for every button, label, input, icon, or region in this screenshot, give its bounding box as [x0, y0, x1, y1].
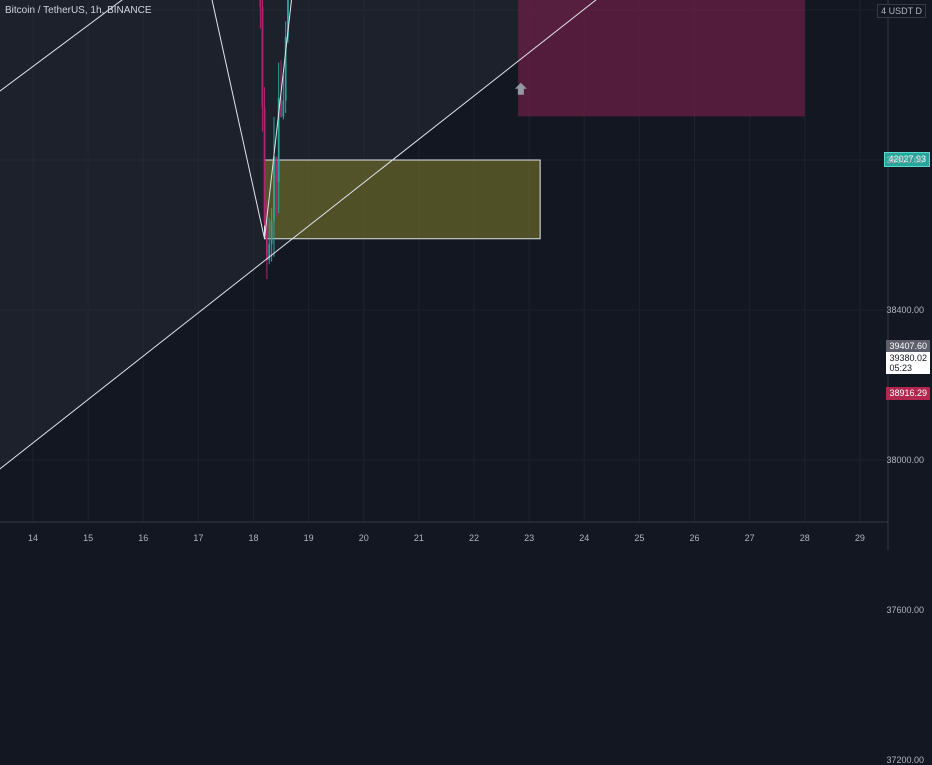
stop-price-tag: 38916.29	[886, 387, 930, 400]
x-tick-label: 27	[744, 533, 755, 543]
target-price-tag: 42027.93	[884, 152, 930, 167]
x-tick-label: 20	[358, 533, 369, 543]
x-tick-label: 17	[193, 533, 204, 543]
x-tick-label: 23	[524, 533, 535, 543]
demand-zone-box	[264, 159, 541, 240]
y-tick-label: 37600.00	[886, 605, 924, 615]
candle-body	[263, 107, 266, 222]
channel-line-5	[0, 0, 597, 470]
x-tick-label: 18	[248, 533, 259, 543]
x-tick-label: 14	[27, 533, 39, 543]
last-price-tag: 39407.60	[886, 340, 930, 353]
candle-body	[287, 0, 289, 37]
candle-body	[273, 156, 275, 221]
candle-body	[280, 97, 282, 117]
candle-body	[265, 221, 268, 261]
x-tick-label: 15	[83, 533, 94, 543]
symbol-header[interactable]: Bitcoin / TetherUS, 1h, BINANCE	[5, 5, 152, 16]
currency-label[interactable]: 4 USDT D	[877, 4, 926, 18]
x-tick-label: 25	[634, 533, 645, 543]
candle-body	[270, 220, 273, 244]
y-tick-label: 38000.00	[886, 455, 924, 465]
current-price-tag: 39380.02 05:23	[886, 352, 930, 374]
current-price-value: 39380.02	[889, 353, 927, 363]
y-tick-label: 38400.00	[886, 305, 924, 315]
x-tick-label: 26	[689, 533, 700, 543]
countdown-value: 05:23	[889, 363, 912, 373]
x-tick-label: 21	[413, 533, 424, 543]
candle-body	[261, 7, 264, 108]
up-arrow-icon	[514, 82, 527, 95]
trend-line-1	[211, 0, 266, 239]
x-tick-label: 16	[138, 533, 149, 543]
candle-body	[268, 243, 271, 261]
candle-body	[277, 97, 280, 183]
candle-body	[282, 100, 285, 117]
candle-body	[259, 0, 262, 8]
y-tick-label: 38800.00	[886, 155, 924, 165]
x-tick-label: 28	[799, 533, 810, 543]
candle-body	[284, 36, 287, 101]
x-tick-label: 29	[854, 533, 865, 543]
x-tick-label: 24	[579, 533, 590, 543]
price-chart[interactable]	[0, 0, 932, 550]
stop-zone	[518, 0, 805, 117]
candle-body	[275, 156, 278, 183]
x-tick-label: 19	[303, 533, 314, 543]
y-tick-label: 37200.00	[886, 755, 924, 765]
x-tick-label: 22	[468, 533, 480, 543]
